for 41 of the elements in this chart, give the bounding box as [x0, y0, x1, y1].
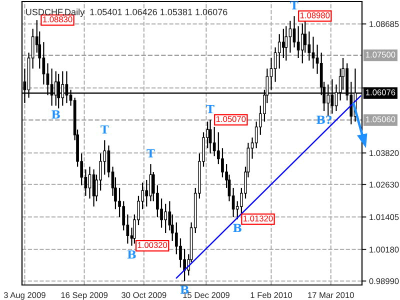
- x-tick-label: 1 Feb 2010: [250, 292, 292, 298]
- candlestick: [278, 34, 281, 70]
- text: USDCHF,Daily 1.05401 1.06426 1.05381 1.06076: [26, 8, 228, 18]
- candlestick: [308, 30, 311, 62]
- annotation: T: [146, 149, 155, 158]
- candlestick: [42, 42, 46, 86]
- y-tick-label: 1.01405: [370, 214, 399, 220]
- candlestick: [284, 26, 288, 62]
- annotation: B: [128, 250, 136, 259]
- candlestick: [164, 203, 168, 234]
- x-tick-label: 16 Sep 2009: [61, 292, 108, 300]
- x-tick-label: 30 Oct 2009: [122, 292, 166, 298]
- candlestick: [312, 36, 315, 70]
- annotation: B: [180, 286, 189, 294]
- candlestick: [221, 148, 224, 178]
- candlestick: [183, 248, 186, 282]
- annotation: 1.00320: [138, 242, 168, 248]
- annotation: T: [206, 105, 214, 114]
- y-tick-label: 1.08685: [370, 21, 399, 28]
- annotation: 1.05070: [216, 116, 246, 122]
- annotation: T: [100, 125, 109, 134]
- annotation: B: [52, 110, 60, 119]
- y-tick-label: 0.98990: [369, 278, 399, 284]
- candlestick: [282, 28, 285, 59]
- annotation: 1.01320: [244, 216, 273, 222]
- y-tick-label: 1.03820: [370, 150, 399, 156]
- candlestick: [296, 26, 300, 59]
- x-tick-label: 17 Mar 2010: [308, 292, 354, 298]
- annotation: B?: [316, 116, 332, 124]
- annotation: 1.08980: [300, 12, 330, 18]
- ref-line-label: 1.06076: [366, 89, 396, 96]
- x-tick-label: 15 Dec 2009: [183, 292, 230, 298]
- x-tick-label: 3 Aug 2009: [4, 292, 46, 300]
- annotation: B: [233, 224, 242, 232]
- annotation: 1.08830: [43, 16, 72, 22]
- ref-line-label: 1.05060: [366, 116, 396, 122]
- y-tick-label: 1.02630: [370, 182, 399, 188]
- y-tick-label: 1.00180: [370, 246, 399, 253]
- annotation: T: [290, 1, 298, 10]
- ref-line-label: 1.07500: [366, 52, 396, 58]
- candlestick: [212, 126, 216, 157]
